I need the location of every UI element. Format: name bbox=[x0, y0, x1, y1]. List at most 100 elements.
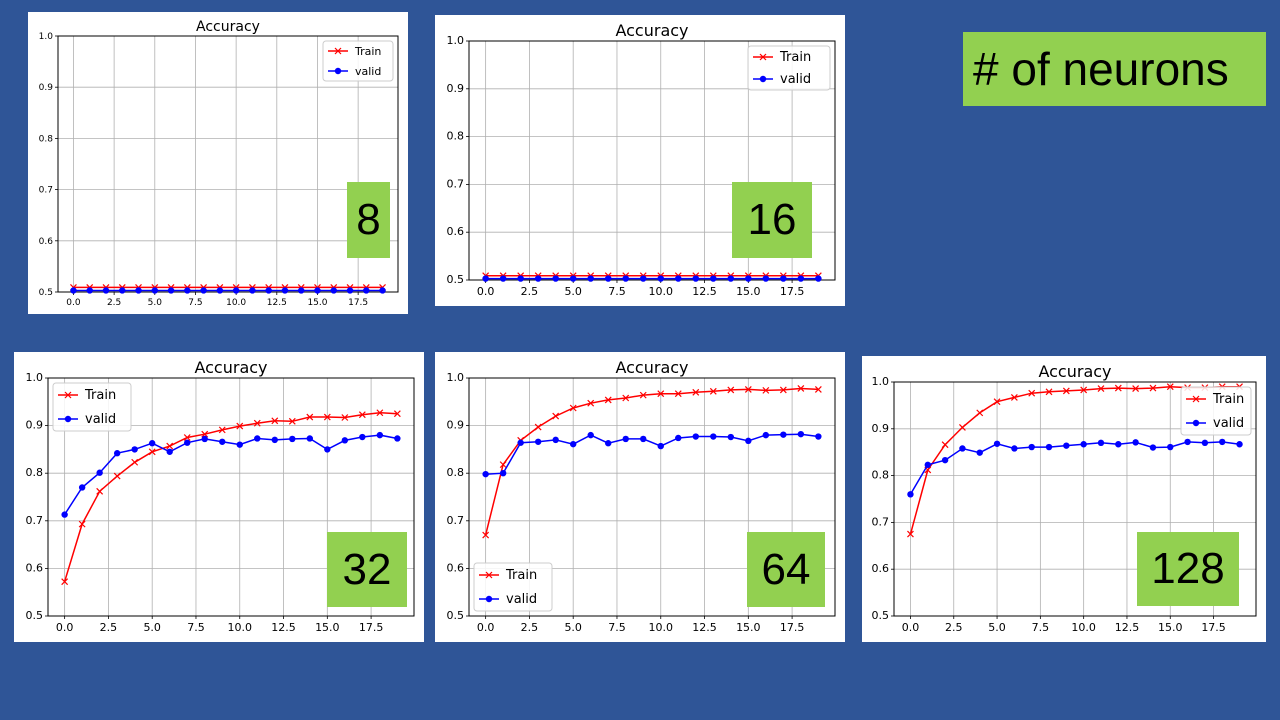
point-train bbox=[499, 461, 507, 469]
y-tick-label: 0.9 bbox=[39, 83, 54, 93]
chart-panel-16-neurons: Accuracy 0.5 0.6 0.7 0.8 0.9 1.0 0.0 2.5 5.0 7.5 10… bbox=[435, 15, 845, 306]
point-train bbox=[253, 419, 261, 427]
y-tick-label: 0.5 bbox=[26, 609, 44, 622]
y-tick-label: 0.6 bbox=[26, 561, 44, 574]
point-train bbox=[587, 399, 595, 407]
x-tick-label: 7.5 bbox=[608, 285, 626, 298]
point-train bbox=[604, 396, 612, 404]
point-valid bbox=[184, 439, 191, 446]
point-train bbox=[941, 441, 949, 449]
point-train bbox=[236, 422, 244, 430]
point-train bbox=[201, 430, 209, 438]
y-tick-label: 0.9 bbox=[26, 419, 44, 432]
point-train bbox=[709, 387, 717, 395]
y-tick-label: 0.8 bbox=[26, 466, 44, 479]
accuracy-chart: Accuracy 0.5 0.6 0.7 0.8 0.9 1.0 0.0 2.5 5.0 7.5 10… bbox=[872, 362, 1257, 634]
point-valid bbox=[499, 470, 507, 477]
neuron-count-badge: 128 bbox=[1137, 532, 1239, 606]
neuron-count-badge: 64 bbox=[747, 532, 825, 607]
y-tick-label: 0.8 bbox=[39, 134, 54, 144]
point-valid bbox=[745, 275, 752, 282]
point-valid bbox=[640, 435, 647, 443]
x-tick-label: 12.5 bbox=[1115, 621, 1140, 634]
point-valid bbox=[249, 287, 256, 294]
point-valid bbox=[907, 491, 914, 498]
point-valid bbox=[346, 287, 354, 294]
point-train bbox=[762, 386, 770, 394]
point-valid bbox=[281, 287, 289, 294]
plot-frame bbox=[57, 35, 399, 293]
x-tick-label: 17.5 bbox=[359, 621, 384, 634]
x-tick-label: 5.0 bbox=[148, 298, 163, 308]
point-valid bbox=[359, 433, 366, 441]
x-tick-label: 12.5 bbox=[692, 621, 717, 634]
point-valid bbox=[762, 275, 770, 282]
point-train bbox=[358, 411, 366, 419]
x-tick-label: 2.5 bbox=[521, 285, 539, 298]
point-valid bbox=[552, 275, 559, 282]
y-tick-label: 0.6 bbox=[447, 225, 465, 238]
point-train bbox=[1132, 385, 1140, 392]
point-valid bbox=[96, 469, 103, 476]
legend-label-train: Train bbox=[1212, 392, 1244, 407]
neuron-count-badge: 16 bbox=[732, 182, 812, 258]
point-valid bbox=[324, 446, 331, 453]
x-tick-label: 5.0 bbox=[564, 285, 582, 298]
point-valid bbox=[113, 450, 121, 457]
point-valid bbox=[692, 275, 699, 282]
point-valid bbox=[1201, 439, 1209, 447]
y-tick-label: 1.0 bbox=[447, 371, 465, 384]
point-train bbox=[958, 423, 966, 431]
point-valid bbox=[797, 275, 805, 282]
point-valid bbox=[675, 434, 682, 442]
y-tick-label: 0.6 bbox=[447, 561, 465, 574]
point-valid bbox=[605, 275, 612, 282]
point-train bbox=[674, 390, 682, 398]
point-valid bbox=[727, 275, 735, 282]
point-train bbox=[779, 386, 787, 394]
neuron-count-badge: 32 bbox=[327, 532, 407, 607]
point-valid bbox=[745, 437, 752, 445]
point-valid bbox=[1167, 443, 1174, 451]
x-tick-label: 15.0 bbox=[307, 298, 327, 308]
point-valid bbox=[236, 441, 243, 448]
y-tick-label: 0.5 bbox=[447, 609, 465, 622]
chart-title: Accuracy bbox=[194, 358, 267, 377]
point-valid bbox=[499, 275, 507, 282]
legend-label-valid: valid bbox=[1213, 416, 1244, 431]
x-tick-label: 17.5 bbox=[1201, 621, 1226, 634]
point-train bbox=[306, 413, 314, 421]
point-valid bbox=[1097, 439, 1105, 447]
point-valid bbox=[254, 435, 261, 442]
x-tick-label: 10.0 bbox=[649, 285, 674, 298]
point-valid bbox=[569, 440, 577, 448]
y-tick-label: 1.0 bbox=[39, 32, 54, 42]
point-valid bbox=[797, 430, 805, 438]
slide-heading: # of neurons bbox=[963, 32, 1266, 106]
point-valid bbox=[1045, 443, 1053, 451]
point-valid bbox=[201, 435, 208, 443]
point-valid bbox=[1080, 441, 1087, 448]
point-train bbox=[482, 531, 490, 539]
x-tick-label: 7.5 bbox=[188, 298, 202, 308]
legend: Train valid bbox=[747, 45, 831, 91]
neuron-count-badge: 8 bbox=[347, 182, 390, 258]
point-valid bbox=[815, 433, 822, 440]
legend-label-valid: valid bbox=[506, 592, 537, 607]
point-train bbox=[341, 414, 349, 421]
y-tick-label: 0.6 bbox=[872, 562, 890, 575]
y-tick-label: 0.5 bbox=[39, 288, 53, 298]
point-train bbox=[271, 417, 279, 425]
chart-title: Accuracy bbox=[196, 19, 260, 35]
x-tick-label: 15.0 bbox=[736, 621, 761, 634]
point-train bbox=[376, 409, 384, 417]
legend-label-valid: valid bbox=[85, 412, 116, 427]
point-valid bbox=[780, 275, 787, 282]
point-valid bbox=[70, 287, 77, 294]
point-train bbox=[814, 385, 822, 393]
point-valid bbox=[710, 275, 717, 282]
point-valid bbox=[710, 433, 717, 440]
point-train bbox=[1028, 389, 1036, 397]
x-tick-label: 10.0 bbox=[226, 298, 246, 308]
x-tick-label: 2.5 bbox=[100, 621, 118, 634]
